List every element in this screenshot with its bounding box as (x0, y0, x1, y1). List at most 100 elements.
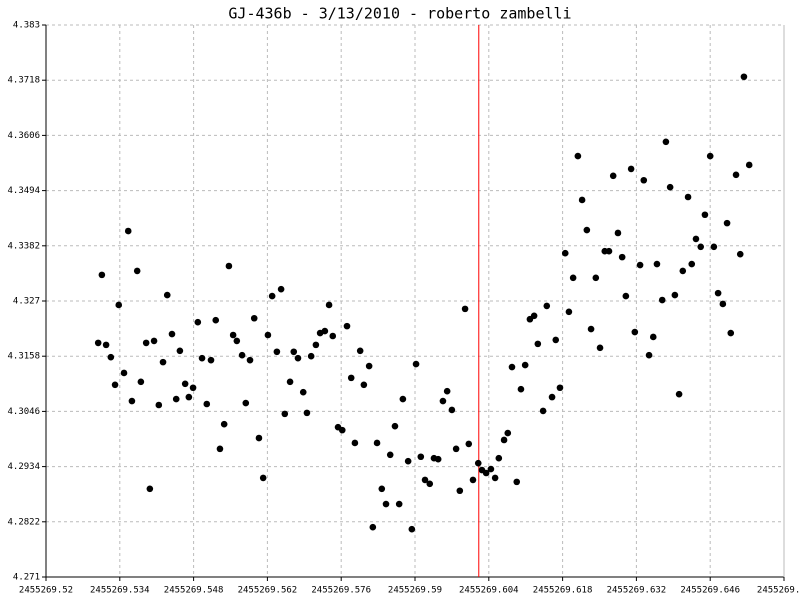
data-point (448, 406, 456, 414)
data-point (521, 361, 529, 369)
data-point (508, 363, 516, 371)
data-point (94, 339, 102, 347)
data-point (504, 429, 512, 437)
y-tick-label: 4.383 (13, 21, 40, 31)
data-point (684, 193, 692, 201)
data-point (198, 354, 206, 362)
data-point (299, 388, 307, 396)
y-tick-label: 4.3046 (7, 407, 40, 417)
data-point (242, 399, 250, 407)
data-point (434, 455, 442, 463)
data-point (565, 308, 573, 316)
x-tick-label: 2455269.604 (459, 586, 519, 596)
data-point (640, 176, 648, 184)
data-point (732, 171, 740, 179)
x-tick-label: 2455269.52 (19, 586, 73, 596)
data-point (534, 340, 542, 348)
data-point (286, 378, 294, 386)
data-point (618, 253, 626, 261)
data-point (233, 337, 241, 345)
data-point (395, 500, 403, 508)
data-point (172, 395, 180, 403)
data-point (207, 356, 215, 364)
data-point (115, 301, 123, 309)
data-point (662, 138, 670, 146)
data-point (530, 312, 538, 320)
data-point (142, 339, 150, 347)
data-point (264, 331, 272, 339)
data-point (408, 525, 416, 533)
data-point (552, 336, 560, 344)
data-point (281, 410, 289, 418)
data-point (627, 165, 635, 173)
data-point (382, 500, 390, 508)
data-point (697, 243, 705, 251)
y-tick-label: 4.3494 (7, 186, 40, 196)
data-point (107, 353, 115, 361)
data-point (679, 267, 687, 275)
data-point (543, 302, 551, 310)
data-point (124, 227, 132, 235)
data-point (111, 381, 119, 389)
data-point (513, 478, 521, 486)
data-point (636, 261, 644, 269)
data-point (745, 161, 753, 169)
data-point (268, 292, 276, 300)
data-point (569, 274, 577, 282)
data-point (653, 260, 661, 268)
data-point (356, 347, 364, 355)
data-point (360, 381, 368, 389)
data-point (592, 274, 600, 282)
data-point (605, 247, 613, 255)
data-point (487, 465, 495, 473)
x-tick-label: 2455269.618 (533, 586, 593, 596)
data-point (574, 152, 582, 160)
data-point (273, 348, 281, 356)
y-tick-label: 4.2822 (7, 517, 40, 527)
data-point (369, 523, 377, 531)
data-point (727, 329, 735, 337)
data-point (176, 347, 184, 355)
data-point (351, 439, 359, 447)
data-point (539, 407, 547, 415)
data-point (548, 393, 556, 401)
data-point (740, 73, 748, 81)
data-point (399, 395, 407, 403)
data-point (290, 348, 298, 356)
data-point (181, 380, 189, 388)
data-point (250, 314, 258, 322)
data-point (723, 219, 731, 227)
data-point (583, 226, 591, 234)
data-point (133, 267, 141, 275)
data-point (491, 474, 499, 482)
data-point (556, 384, 564, 392)
data-point (338, 426, 346, 434)
data-point (220, 420, 228, 428)
data-point (365, 362, 373, 370)
data-point (666, 183, 674, 191)
data-point (614, 229, 622, 237)
data-point (343, 322, 351, 330)
data-point (500, 436, 508, 444)
data-point (347, 374, 355, 382)
x-tick-label: 2455269.562 (238, 586, 298, 596)
data-point (736, 250, 744, 258)
x-tick-label: 2455269.632 (607, 586, 667, 596)
data-point (194, 318, 202, 326)
data-point (714, 289, 722, 297)
x-tick-label: 2455269.548 (164, 586, 224, 596)
data-point (417, 453, 425, 461)
data-point (710, 243, 718, 251)
data-point (495, 454, 503, 462)
data-point (631, 328, 639, 336)
data-point (255, 434, 263, 442)
y-tick-label: 4.327 (13, 297, 40, 307)
data-point (102, 341, 110, 349)
data-point (443, 387, 451, 395)
data-point (587, 325, 595, 333)
data-point (701, 211, 709, 219)
data-point (128, 397, 136, 405)
data-point (719, 300, 727, 308)
